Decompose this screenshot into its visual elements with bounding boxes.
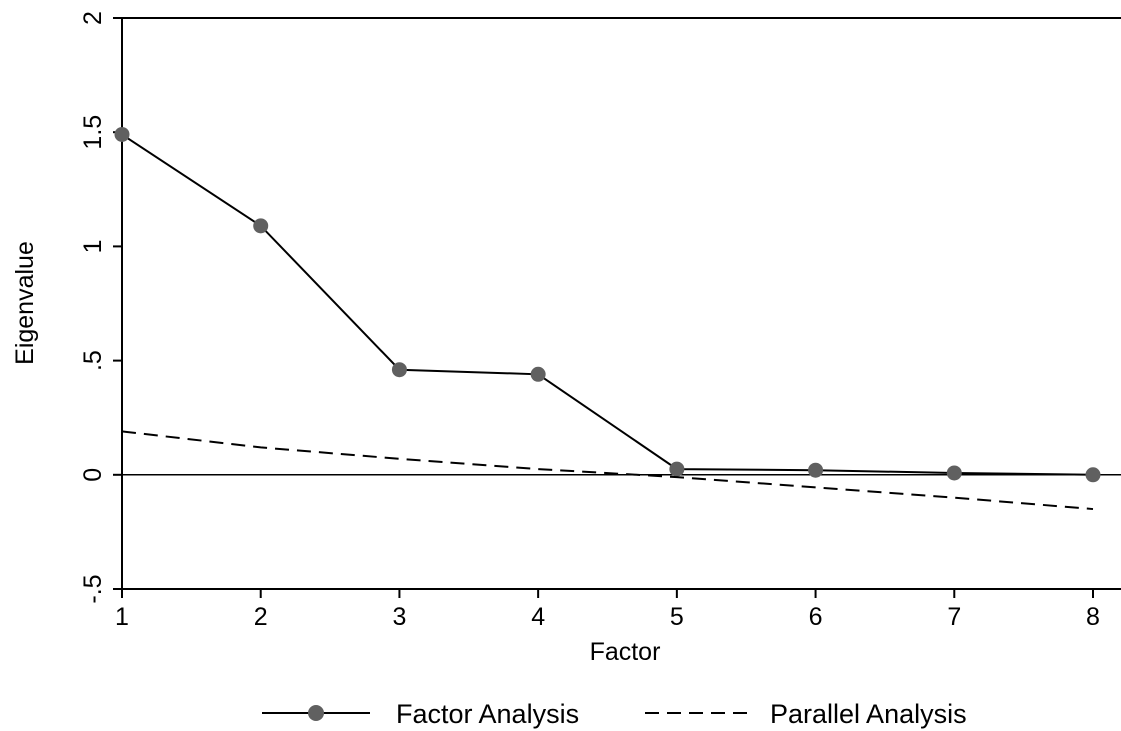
legend-marker-factor-analysis bbox=[308, 705, 324, 721]
data-point-factor-analysis bbox=[808, 462, 824, 478]
y-tick-label: 0 bbox=[79, 468, 107, 482]
legend-label-factor-analysis: Factor Analysis bbox=[396, 699, 579, 729]
x-tick-label: 6 bbox=[809, 603, 823, 631]
y-tick-label: -.5 bbox=[79, 574, 107, 603]
x-tick-label: 4 bbox=[531, 603, 545, 631]
data-point-factor-analysis bbox=[669, 461, 685, 477]
data-point-factor-analysis bbox=[391, 362, 407, 378]
plot-area bbox=[121, 17, 1121, 590]
data-point-factor-analysis bbox=[253, 218, 269, 234]
series-layer bbox=[114, 126, 1101, 511]
data-point-factor-analysis bbox=[530, 366, 546, 382]
y-tick-label: 1 bbox=[79, 239, 107, 253]
legend: Factor Analysis Parallel Analysis bbox=[262, 699, 967, 729]
y-tick-label: 2 bbox=[79, 11, 107, 25]
data-point-factor-analysis bbox=[946, 465, 962, 481]
y-axis-ticks: -.5 0 .5 1 1.5 2 bbox=[79, 11, 122, 604]
x-axis-title: Factor bbox=[590, 638, 661, 666]
x-tick-label: 5 bbox=[670, 603, 684, 631]
y-tick-label: 1.5 bbox=[79, 115, 107, 150]
y-axis-title: Eigenvalue bbox=[11, 241, 39, 365]
y-tick-label: .5 bbox=[79, 350, 107, 371]
series-line-factor-analysis bbox=[121, 133, 1094, 476]
x-tick-label: 7 bbox=[947, 603, 961, 631]
x-tick-label: 3 bbox=[392, 603, 406, 631]
x-tick-label: 2 bbox=[254, 603, 268, 631]
series-line-parallel-analysis bbox=[121, 430, 1094, 511]
legend-label-parallel-analysis: Parallel Analysis bbox=[770, 699, 967, 729]
x-axis-ticks: 1 2 3 4 5 6 7 8 bbox=[115, 589, 1100, 631]
x-tick-label: 1 bbox=[115, 603, 129, 631]
data-point-factor-analysis bbox=[1085, 467, 1101, 483]
x-tick-label: 8 bbox=[1086, 603, 1100, 631]
data-point-factor-analysis bbox=[114, 126, 130, 142]
